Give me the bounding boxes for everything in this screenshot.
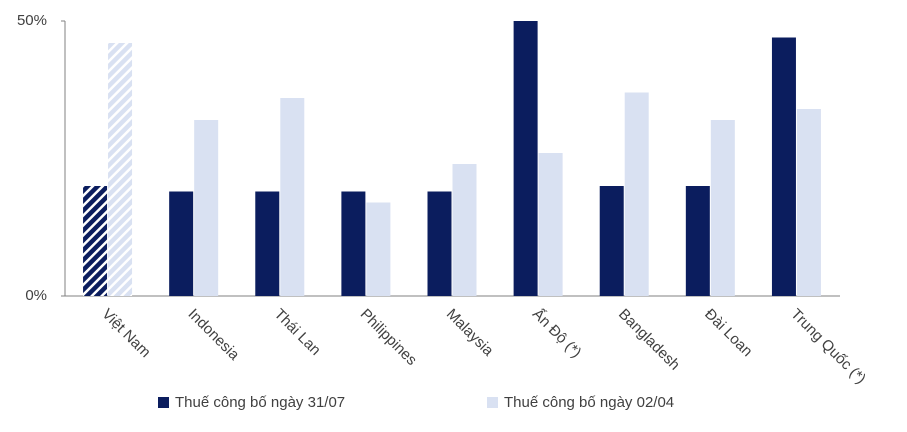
bar xyxy=(452,164,477,296)
bar xyxy=(513,21,538,296)
x-tick-label: Thái Lan xyxy=(271,306,324,359)
bar xyxy=(169,191,194,296)
x-tick-label: Bangladesh xyxy=(615,306,683,374)
bar xyxy=(685,186,710,296)
legend-swatch xyxy=(487,397,498,408)
x-tick-label: Philippines xyxy=(357,306,420,369)
bar xyxy=(83,186,108,296)
legend-swatch xyxy=(158,397,169,408)
y-tick-label: 50% xyxy=(17,12,47,29)
bar xyxy=(599,186,624,296)
legend-label: Thuế công bố ngày 31/07 xyxy=(175,394,345,411)
bar xyxy=(710,120,735,296)
bar xyxy=(108,43,133,296)
bar xyxy=(280,98,305,296)
bar xyxy=(771,37,796,296)
x-tick-label: Trung Quốc (*) xyxy=(787,306,869,388)
bar xyxy=(427,191,452,296)
y-tick-label: 0% xyxy=(25,287,47,304)
bar xyxy=(341,191,366,296)
bar xyxy=(255,191,280,296)
x-tick-label: Malaysia xyxy=(443,306,497,360)
bar xyxy=(624,92,649,296)
x-tick-label: Indonesia xyxy=(185,306,243,364)
bar xyxy=(796,109,821,296)
legend-label: Thuế công bố ngày 02/04 xyxy=(504,394,674,411)
bar xyxy=(366,202,391,296)
bar xyxy=(194,120,219,296)
bar xyxy=(538,153,563,296)
x-tick-label: Đài Loan xyxy=(701,306,755,360)
x-tick-label: Việt Nam xyxy=(98,306,153,361)
x-tick-label: Ấn Độ (*) xyxy=(529,306,585,362)
